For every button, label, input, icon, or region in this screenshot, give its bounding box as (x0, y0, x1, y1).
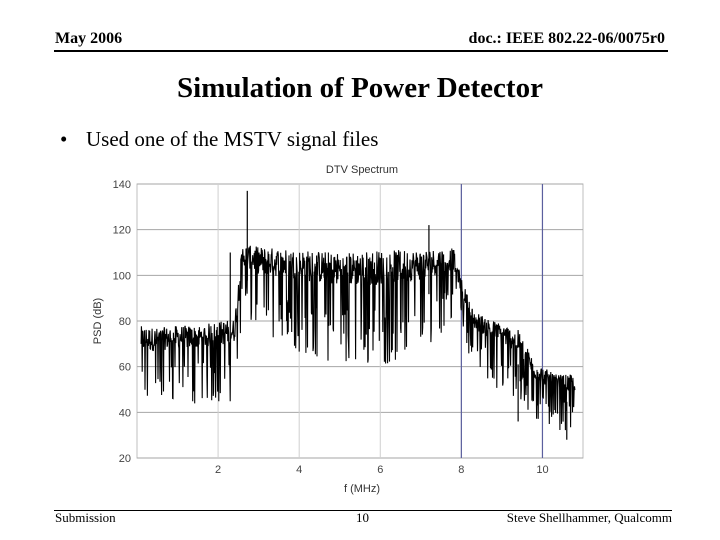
x-tick-label: 2 (215, 464, 221, 476)
slide-title: Simulation of Power Detector (177, 72, 543, 104)
x-axis-label: f (MHz) (344, 483, 380, 495)
y-tick-label: 100 (113, 270, 131, 282)
y-tick-labels: 20 40 60 80 100 120 140 (113, 179, 131, 465)
footer-page-number: 10 (356, 510, 369, 525)
y-tick-label: 140 (113, 179, 131, 191)
header-rule (54, 50, 668, 52)
spectrum-trace (140, 245, 576, 431)
x-tick-label: 4 (296, 464, 302, 476)
highlight-lines (460, 184, 544, 458)
x-tick-label: 6 (377, 464, 383, 476)
header-date: May 2006 (55, 30, 123, 47)
bullet-dot: • (60, 127, 68, 151)
y-axis-label: PSD (dB) (92, 298, 104, 344)
chart-title: DTV Spectrum (326, 164, 398, 176)
x-tick-label: 10 (536, 464, 548, 476)
y-tick-label: 40 (119, 407, 131, 419)
y-tick-label: 120 (113, 225, 131, 237)
header-doc-id: doc.: IEEE 802.22-06/0075r0 (468, 30, 665, 47)
dtv-spectrum-chart: 20 40 60 80 100 120 140 2 4 6 8 10 DTV Spectrum f … (92, 164, 584, 495)
bullet-item: • Used one of the MSTV signal files (60, 127, 378, 152)
y-tick-label: 60 (119, 362, 131, 374)
y-tick-label: 80 (119, 316, 131, 328)
footer-submission: Submission (55, 510, 116, 525)
y-tick-label: 20 (119, 453, 131, 465)
bullet-text: Used one of the MSTV signal files (86, 127, 379, 151)
series-group (140, 190, 576, 440)
footer-author: Steve Shellhammer, Qualcomm (506, 510, 672, 525)
footer-rule (54, 510, 672, 511)
x-tick-labels: 2 4 6 8 10 (215, 464, 549, 476)
x-tick-label: 8 (458, 464, 464, 476)
